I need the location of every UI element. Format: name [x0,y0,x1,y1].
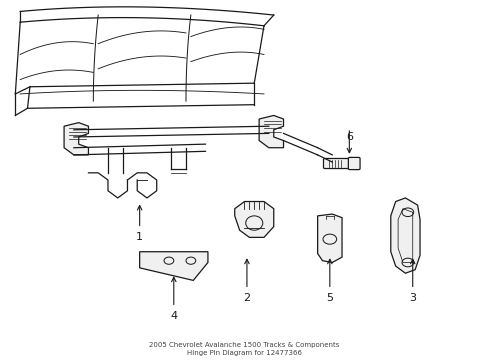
Polygon shape [317,214,341,262]
Polygon shape [140,252,207,280]
Polygon shape [234,202,273,237]
FancyBboxPatch shape [347,157,359,170]
Text: 2005 Chevrolet Avalanche 1500 Tracks & Components
Hinge Pin Diagram for 12477366: 2005 Chevrolet Avalanche 1500 Tracks & C… [149,342,339,356]
Polygon shape [259,116,283,148]
Text: 5: 5 [325,293,333,303]
Polygon shape [64,123,88,155]
Text: 4: 4 [170,311,177,321]
Text: 2: 2 [243,293,250,303]
Text: 3: 3 [408,293,415,303]
Text: 6: 6 [345,132,352,141]
Polygon shape [390,198,419,273]
FancyBboxPatch shape [323,158,352,168]
Text: 1: 1 [136,232,143,242]
